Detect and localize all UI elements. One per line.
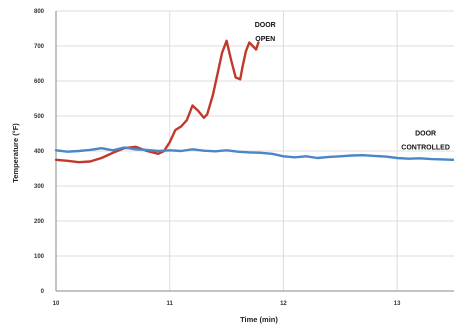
x-tick-label: 12 — [280, 301, 287, 307]
y-tick-label: 600 — [34, 79, 45, 85]
y-tick-label: 100 — [34, 254, 45, 260]
y-tick-label: 800 — [34, 9, 45, 15]
annotations: DOOR OPEN DOOR CONTROLLED — [255, 22, 450, 152]
tick-labels: 0 100 200 300 400 500 600 700 800 10 11 12 13 — [34, 9, 401, 307]
series-line-door-open — [54, 39, 260, 164]
series-line-door-controlled — [54, 146, 454, 161]
y-tick-label: 400 — [34, 149, 45, 155]
x-tick-label: 11 — [167, 301, 174, 307]
grid-lines — [56, 10, 454, 291]
annotation-label: CONTROLLED — [401, 144, 450, 151]
annotation-label: DOOR — [415, 130, 436, 137]
y-tick-label: 300 — [34, 184, 45, 190]
annotation-label: OPEN — [255, 36, 275, 43]
y-axis-title: Temperature (°F) — [11, 123, 20, 183]
annotation-label: DOOR — [255, 22, 276, 29]
y-tick-label: 0 — [41, 289, 45, 295]
x-axis-title: Time (min) — [240, 315, 278, 324]
y-tick-label: 700 — [34, 44, 45, 50]
x-tick-label: 10 — [53, 301, 60, 307]
y-tick-label: 500 — [34, 114, 45, 120]
series-lines — [54, 39, 454, 164]
x-tick-label: 13 — [394, 301, 401, 307]
y-tick-label: 200 — [34, 219, 45, 225]
